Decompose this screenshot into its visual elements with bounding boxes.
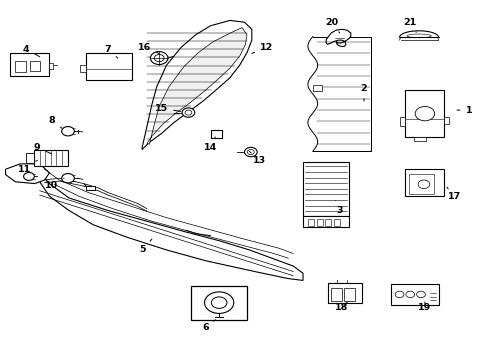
Polygon shape: [142, 21, 251, 149]
Bar: [405, 169, 444, 196]
Circle shape: [182, 108, 194, 117]
Circle shape: [417, 180, 429, 189]
Polygon shape: [147, 28, 246, 144]
Bar: [399, 117, 405, 126]
Text: 8: 8: [48, 116, 61, 128]
Polygon shape: [5, 164, 49, 184]
Text: 10: 10: [45, 178, 64, 190]
Circle shape: [184, 110, 191, 115]
Text: 9: 9: [34, 143, 52, 154]
Text: 18: 18: [335, 302, 348, 312]
Circle shape: [405, 291, 414, 298]
Bar: [10, 53, 49, 76]
Bar: [328, 283, 361, 303]
Bar: [413, 137, 426, 140]
Bar: [408, 174, 433, 194]
Bar: [444, 117, 448, 125]
Bar: [211, 130, 222, 138]
Text: 15: 15: [155, 104, 181, 113]
Bar: [316, 220, 322, 226]
Bar: [190, 286, 246, 320]
Polygon shape: [40, 164, 303, 280]
Text: 16: 16: [138, 43, 159, 53]
Circle shape: [23, 172, 34, 180]
Circle shape: [416, 291, 425, 298]
Text: 20: 20: [325, 18, 339, 33]
Text: 7: 7: [104, 45, 118, 58]
Bar: [344, 288, 354, 301]
Polygon shape: [325, 30, 350, 46]
Bar: [390, 284, 438, 305]
Bar: [26, 153, 34, 163]
Bar: [34, 149, 68, 166]
Circle shape: [247, 149, 254, 154]
Text: 21: 21: [403, 18, 416, 32]
Circle shape: [150, 51, 167, 64]
Bar: [30, 61, 40, 71]
Circle shape: [211, 297, 226, 309]
Text: 17: 17: [446, 187, 460, 201]
Bar: [330, 288, 341, 301]
Circle shape: [154, 54, 163, 62]
Bar: [86, 186, 95, 190]
Circle shape: [204, 292, 233, 314]
Text: 19: 19: [417, 302, 430, 312]
Text: 5: 5: [139, 239, 152, 255]
Circle shape: [414, 107, 434, 121]
Text: 2: 2: [360, 84, 366, 101]
Circle shape: [61, 174, 74, 183]
Bar: [15, 61, 26, 72]
Bar: [325, 220, 330, 226]
Text: 13: 13: [249, 151, 265, 165]
Text: 6: 6: [202, 320, 215, 332]
Bar: [80, 65, 86, 72]
Bar: [303, 216, 348, 227]
Bar: [307, 220, 313, 226]
Bar: [49, 63, 53, 69]
Text: 3: 3: [335, 201, 342, 215]
Bar: [303, 162, 348, 216]
Text: 11: 11: [18, 160, 37, 174]
Bar: [405, 90, 444, 137]
Circle shape: [61, 127, 74, 136]
Text: 4: 4: [22, 45, 40, 57]
Text: 12: 12: [251, 43, 272, 53]
Bar: [312, 85, 321, 91]
Text: 14: 14: [203, 137, 217, 152]
Circle shape: [394, 291, 403, 298]
Bar: [333, 220, 339, 226]
Bar: [86, 53, 132, 80]
Text: 1: 1: [456, 105, 471, 114]
Circle shape: [244, 147, 257, 157]
